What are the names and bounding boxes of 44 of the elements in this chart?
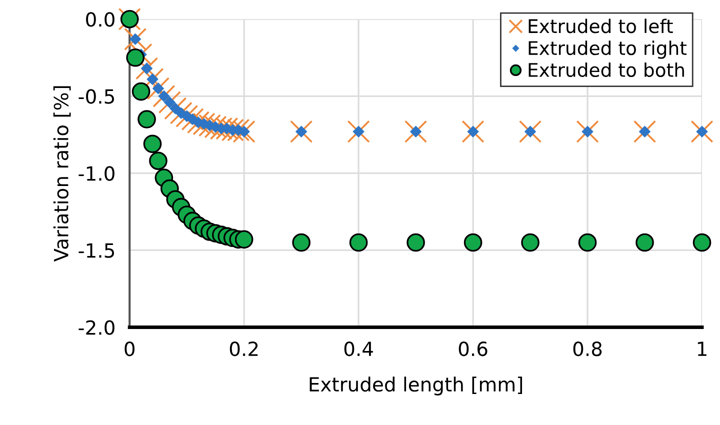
x-tick-label: 0.6 [458,341,488,356]
point [129,33,142,46]
point [521,233,540,252]
y-axis-title: Variation ratio [%] [53,86,71,262]
point [524,126,536,138]
point [638,126,651,138]
point [406,233,425,252]
point [582,126,594,138]
point [578,233,597,252]
x-axis-title: Extruded length [mm] [310,376,522,396]
point [696,126,708,138]
point [164,96,176,108]
legend-label: Extruded to left [528,18,673,34]
point [152,82,164,94]
x-tick-label: 0 [124,341,134,356]
y-tick-label: -0.5 [78,89,114,104]
y-tick-label: -2.0 [78,320,114,335]
point [464,233,482,252]
point [149,152,168,170]
point [143,134,162,154]
point [158,90,170,102]
point [132,82,150,101]
x-tick-label: 1 [698,342,706,356]
point [234,230,254,249]
x-tick-label: 0.8 [573,341,602,356]
point [692,233,712,252]
point [292,233,310,252]
point [352,126,364,138]
point [140,62,153,74]
y-tick-label: -1.5 [78,243,114,258]
point [349,233,368,252]
point [467,126,479,138]
x-tick-label: 0.2 [230,341,258,356]
point [410,126,422,138]
point [126,48,144,67]
y-tick-label: 0.0 [86,12,114,27]
point [636,233,654,252]
point [295,126,308,138]
x-tick-label: 0.4 [344,341,373,356]
legend-label: Extruded to both [528,62,684,78]
point [146,73,158,86]
point [138,110,156,128]
y-tick-label: -1.0 [78,166,114,181]
legend-label: Extruded to right [528,40,687,59]
